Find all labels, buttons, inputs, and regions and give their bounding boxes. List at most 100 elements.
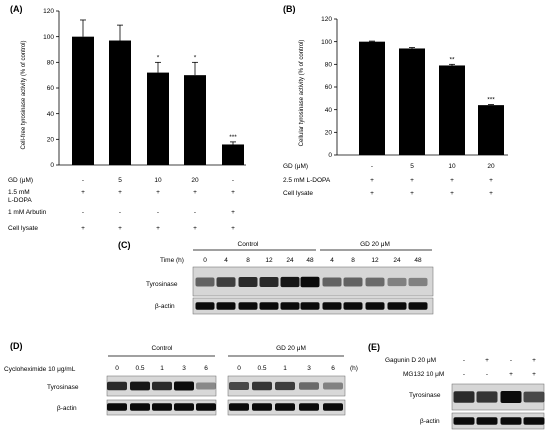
tyrosinase-band: [107, 381, 127, 391]
condition-value: 20: [487, 163, 495, 170]
condition-value: +: [193, 189, 197, 196]
time-label: 0: [237, 365, 241, 372]
panel-d-group1: Control: [152, 345, 174, 352]
condition-value: -: [82, 209, 84, 216]
treatment-sign: +: [509, 371, 513, 378]
actin-band: [323, 403, 343, 411]
panel-e-band2-label: β-actin: [420, 418, 440, 425]
tyrosinase-band: [476, 391, 498, 403]
tyrosinase-band: [130, 381, 150, 391]
condition-value: -: [119, 209, 121, 216]
time-label: 0: [115, 365, 119, 372]
condition-value: +: [450, 190, 454, 197]
tyrosinase-band: [365, 277, 385, 287]
treatment-sign: +: [532, 371, 536, 378]
significance-mark: ***: [229, 134, 237, 141]
panel-a-label: (A): [10, 4, 23, 14]
actin-band: [280, 302, 300, 310]
y-tick-label: 20: [325, 130, 333, 137]
actin-band: [259, 302, 279, 310]
time-label: 8: [246, 257, 250, 264]
actin-band: [387, 302, 407, 310]
tyrosinase-band: [152, 381, 172, 391]
condition-value: +: [410, 190, 414, 197]
panel-c-label: (C): [118, 240, 131, 250]
significance-mark: *: [157, 54, 160, 61]
condition-label: Cell lysate: [283, 190, 313, 197]
condition-value: +: [231, 189, 235, 196]
tyrosinase-band: [300, 276, 320, 288]
treatment-sign: -: [463, 371, 465, 378]
time-label: 48: [414, 257, 422, 264]
actin-band: [300, 302, 320, 310]
y-tick-label: 20: [47, 137, 55, 144]
time-label: 24: [393, 257, 401, 264]
actin-band: [343, 302, 363, 310]
condition-label: Cell lysate: [8, 225, 38, 232]
y-tick-label: 0: [50, 162, 54, 169]
condition-label: 2.5 mM L-DOPA: [283, 177, 331, 184]
panel-d-group2: GD 20 μM: [276, 345, 306, 352]
y-tick-label: 80: [325, 62, 333, 69]
panel-e-row1-label: Gagunin D 20 μM: [385, 357, 436, 364]
condition-value: +: [118, 225, 122, 232]
panel-d-treatment-label: Cycloheximide 10 μg/mL: [4, 366, 76, 373]
bar: [439, 65, 465, 155]
condition-label: GD (μM): [283, 163, 308, 170]
condition-value: 10: [154, 177, 162, 184]
time-label: 0: [203, 257, 207, 264]
condition-value: 10: [448, 163, 456, 170]
actin-band: [365, 302, 385, 310]
actin-band: [216, 302, 236, 310]
condition-value: -: [232, 177, 234, 184]
y-tick-label: 120: [321, 16, 332, 23]
condition-label: 1.5 mM L-DOPA: [8, 189, 32, 204]
tyrosinase-band: [343, 277, 363, 287]
time-label: 1: [160, 365, 164, 372]
condition-value: -: [194, 209, 196, 216]
tyrosinase-band: [275, 381, 295, 391]
condition-value: +: [156, 225, 160, 232]
condition-value: +: [81, 225, 85, 232]
panel-c-band2-label: β-actin: [155, 303, 175, 310]
actin-band: [238, 302, 258, 310]
treatment-sign: -: [463, 357, 465, 364]
time-label: 12: [371, 257, 379, 264]
condition-value: -: [157, 209, 159, 216]
bar: [399, 48, 425, 155]
treatment-sign: +: [532, 357, 536, 364]
treatment-sign: -: [486, 371, 488, 378]
actin-band: [476, 417, 498, 425]
actin-band: [229, 403, 249, 411]
time-label: 48: [306, 257, 314, 264]
bar: [72, 36, 94, 165]
tyrosinase-band: [229, 381, 249, 391]
condition-value: 5: [118, 177, 122, 184]
condition-value: +: [193, 225, 197, 232]
tyrosinase-band: [174, 381, 194, 391]
y-tick-label: 120: [43, 8, 54, 15]
tyrosinase-band: [252, 381, 272, 391]
condition-value: -: [371, 163, 373, 170]
significance-mark: **: [449, 56, 455, 63]
tyrosinase-band: [196, 382, 216, 390]
condition-value: +: [489, 177, 493, 184]
actin-band: [195, 302, 215, 310]
tyrosinase-band: [238, 277, 258, 287]
bar: [478, 105, 504, 155]
tyrosinase-band: [387, 277, 407, 287]
time-label: 4: [330, 257, 334, 264]
panel-a-ylabel: Cell-free tyrosinase activity (% of cont…: [21, 40, 27, 149]
tyrosinase-band: [322, 277, 342, 287]
tyrosinase-band: [500, 391, 522, 403]
tyrosinase-band: [523, 391, 545, 403]
time-label: 3: [182, 365, 186, 372]
panel-b: (B) Cellular tyrosinase activity (% of c…: [283, 4, 508, 197]
condition-value: +: [231, 209, 235, 216]
y-tick-label: 40: [325, 107, 333, 114]
y-tick-label: 60: [325, 84, 333, 91]
tyrosinase-band: [195, 277, 215, 287]
panel-e-band1-label: Tyrosinase: [409, 392, 441, 399]
tyrosinase-band: [453, 391, 475, 403]
